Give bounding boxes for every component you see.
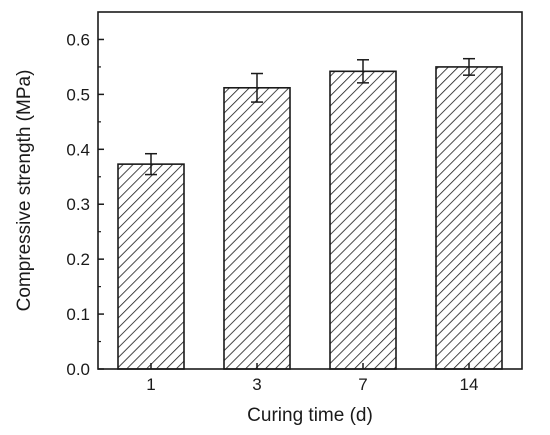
y-axis-title: Compressive strength (MPa) (14, 70, 35, 312)
x-tick-label-1: 1 (146, 375, 155, 394)
y-tick-label-0.2: 0.2 (66, 250, 90, 269)
y-tick-label-0.5: 0.5 (66, 85, 90, 104)
y-tick-label-0.0: 0.0 (66, 360, 90, 379)
x-tick-label-14: 14 (460, 375, 479, 394)
bar-7 (329, 70, 397, 370)
x-tick-label-3: 3 (252, 375, 261, 394)
error-bar-14 (463, 57, 475, 76)
y-tick-label-0.4: 0.4 (66, 140, 90, 159)
x-axis-title: Curing time (d) (247, 405, 373, 426)
error-bars-layer (145, 57, 475, 176)
error-bar-3 (251, 72, 263, 103)
bar-3 (223, 86, 291, 370)
bars-layer (117, 66, 503, 370)
plot-area-frame (97, 11, 523, 370)
x-axis-ticks: 1 3 7 14 (146, 363, 478, 394)
x-tick-label-7: 7 (358, 375, 367, 394)
error-bar-1 (145, 152, 157, 176)
bar-14 (435, 66, 503, 370)
y-tick-label-0.6: 0.6 (66, 30, 90, 49)
y-tick-label-0.3: 0.3 (66, 195, 90, 214)
error-bar-7 (357, 59, 369, 84)
y-tick-label-0.1: 0.1 (66, 305, 90, 324)
bar-1 (117, 163, 185, 370)
y-axis-ticks: 0.0 0.1 0.2 0.3 0.4 0.5 0.6 (66, 30, 104, 379)
